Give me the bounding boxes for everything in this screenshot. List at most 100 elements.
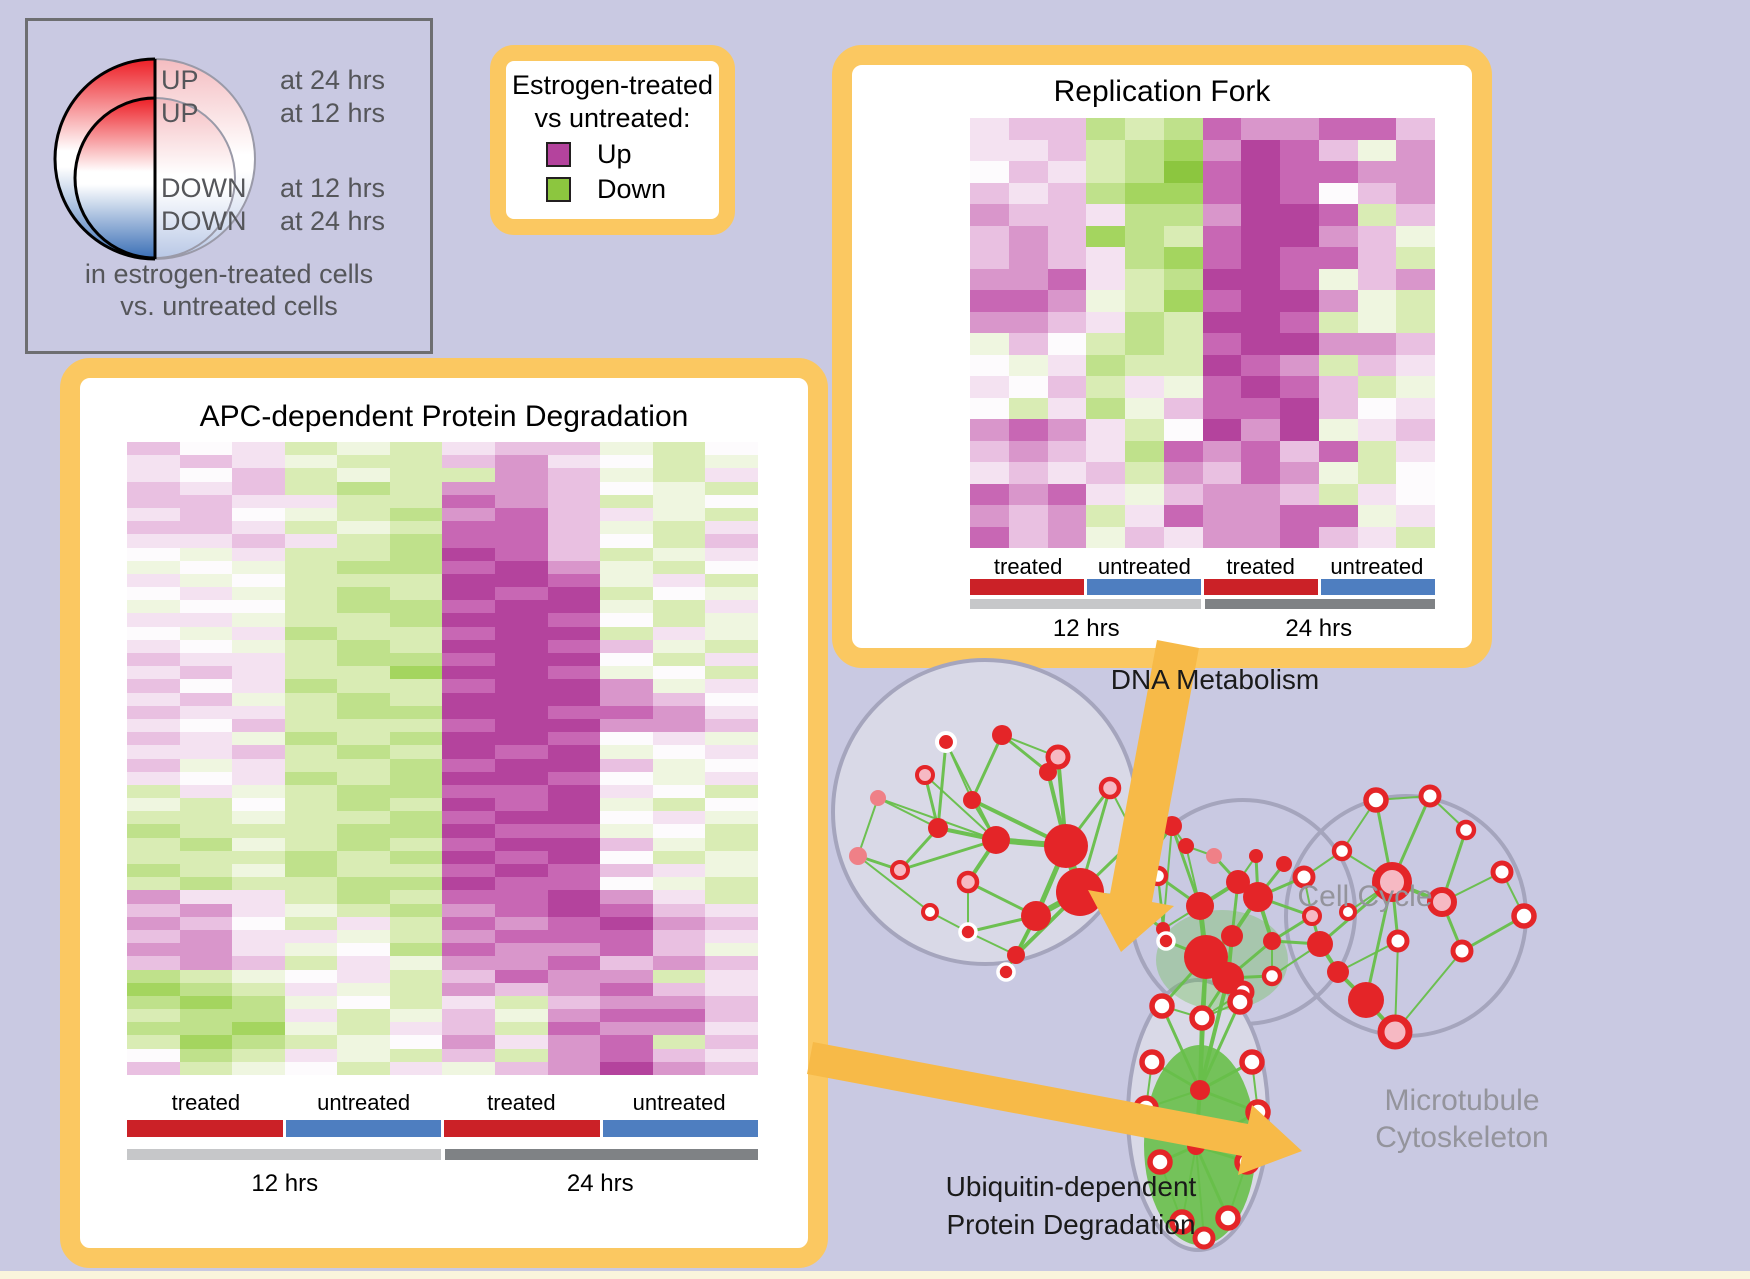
heatmap-cell — [232, 1048, 285, 1062]
heatmap-cell — [1163, 247, 1203, 269]
network-node — [1263, 932, 1281, 950]
network-node — [1189, 1005, 1215, 1031]
heatmap-cell — [1008, 462, 1048, 484]
heatmap-cell — [179, 877, 233, 891]
heatmap-cell — [600, 626, 653, 640]
network-node — [1249, 849, 1263, 863]
network-edge — [970, 798, 1068, 848]
heatmap-cell — [337, 969, 390, 983]
heatmap-cell — [970, 268, 1009, 290]
heatmap-cell — [127, 1061, 180, 1075]
microtubule-label-line2: Cytoskeleton — [1375, 1121, 1549, 1154]
heatmap-cell — [232, 771, 285, 785]
network-edge — [1078, 890, 1122, 899]
network-edge — [936, 826, 998, 842]
heatmap-cell — [705, 1022, 758, 1036]
heatmap-cell — [1357, 526, 1397, 548]
network-edge — [1270, 914, 1314, 943]
network-node — [1187, 1137, 1205, 1155]
heatmap-cell — [1202, 376, 1242, 398]
heatmap-cell — [337, 653, 390, 667]
heatmap-cell — [442, 1061, 496, 1075]
heatmap-cell — [284, 1048, 338, 1062]
heatmap-cell — [1163, 397, 1203, 419]
heatmap-cell — [337, 837, 390, 851]
heatmap-cell — [232, 1035, 285, 1049]
heatmap-cell — [495, 639, 548, 653]
heatmap-cell — [127, 468, 180, 482]
heatmap-cell — [705, 494, 758, 508]
heatmap-cell — [389, 929, 443, 944]
network-node — [1239, 1049, 1265, 1075]
heatmap-cell — [442, 995, 496, 1010]
heatmap-cell — [600, 824, 653, 838]
heatmap-cell — [600, 705, 653, 719]
heatmap-cell — [1318, 182, 1358, 204]
heatmap-cell — [1241, 182, 1280, 204]
heatmap-cell — [652, 1009, 706, 1023]
heatmap-cell — [1125, 483, 1164, 505]
heatmap-cell — [179, 600, 233, 614]
heatmap-cell — [337, 626, 390, 640]
heatmap-cell — [705, 837, 758, 851]
heatmap-cell — [1125, 440, 1164, 462]
heatmap-cell — [389, 442, 443, 456]
network-edge — [1170, 824, 1202, 908]
heatmap-cell — [284, 890, 338, 904]
heatmap-cell — [1086, 397, 1125, 419]
heatmap-cell — [1318, 161, 1358, 183]
heatmap-cell — [495, 877, 548, 891]
heatmap-cell — [389, 1022, 443, 1036]
heatmap-cell — [652, 956, 706, 970]
ubiquitin-label-line2: Protein Degradation — [946, 1209, 1196, 1240]
heatmap-cell — [547, 864, 601, 878]
heatmap-cell — [127, 1035, 180, 1049]
heatmap-cell — [1125, 526, 1164, 548]
heatmap-cell — [337, 784, 390, 799]
heatmap-cell — [547, 850, 601, 864]
heatmap-cell — [705, 877, 758, 891]
heatmap-cell — [337, 824, 390, 838]
network-edge — [1109, 787, 1137, 839]
heatmap-cell — [1163, 376, 1203, 398]
up-label: Up — [597, 139, 632, 169]
network-node — [1007, 946, 1025, 964]
heatmap-cell — [284, 718, 338, 733]
network-node — [1331, 840, 1353, 862]
heatmap-cell — [547, 692, 601, 706]
rf-condition-bars — [970, 579, 1435, 595]
heatmap-cell — [442, 784, 496, 799]
heatmap-cell — [1086, 483, 1125, 505]
network-node — [1243, 882, 1273, 912]
heatmap-cell — [337, 771, 390, 785]
heatmap-cell — [284, 1009, 338, 1023]
heatmap-cell — [652, 705, 706, 719]
heatmap-cell — [284, 745, 338, 759]
heatmap-cell — [232, 824, 285, 838]
network-edge — [1005, 915, 1037, 973]
heatmap-cell — [1086, 333, 1125, 355]
heatmap-cell — [1396, 440, 1435, 462]
heatmap-cell — [1202, 290, 1242, 312]
heatmap-cell — [389, 956, 443, 970]
heatmap-cell — [1241, 483, 1280, 505]
network-edge — [1303, 850, 1343, 878]
heatmap-cell — [600, 1022, 653, 1036]
heatmap-cell — [652, 679, 706, 693]
heatmap-cell — [705, 679, 758, 693]
heatmap-cell — [284, 613, 338, 627]
heatmap-cell — [1008, 376, 1048, 398]
heatmap-cell — [652, 573, 706, 588]
heatmap-cell — [705, 692, 758, 706]
heatmap-cell — [1318, 483, 1358, 505]
heatmap-cell — [442, 732, 496, 746]
heatmap-cell — [547, 1048, 601, 1062]
heatmap-cell — [547, 626, 601, 640]
heatmap-cell — [1318, 397, 1358, 419]
heatmap-cell — [547, 1035, 601, 1049]
heatmap-cell — [652, 969, 706, 983]
heatmap-cell — [232, 639, 285, 653]
network-node — [921, 903, 939, 921]
network-edge — [1460, 914, 1526, 953]
network-edge — [1160, 1004, 1202, 1092]
